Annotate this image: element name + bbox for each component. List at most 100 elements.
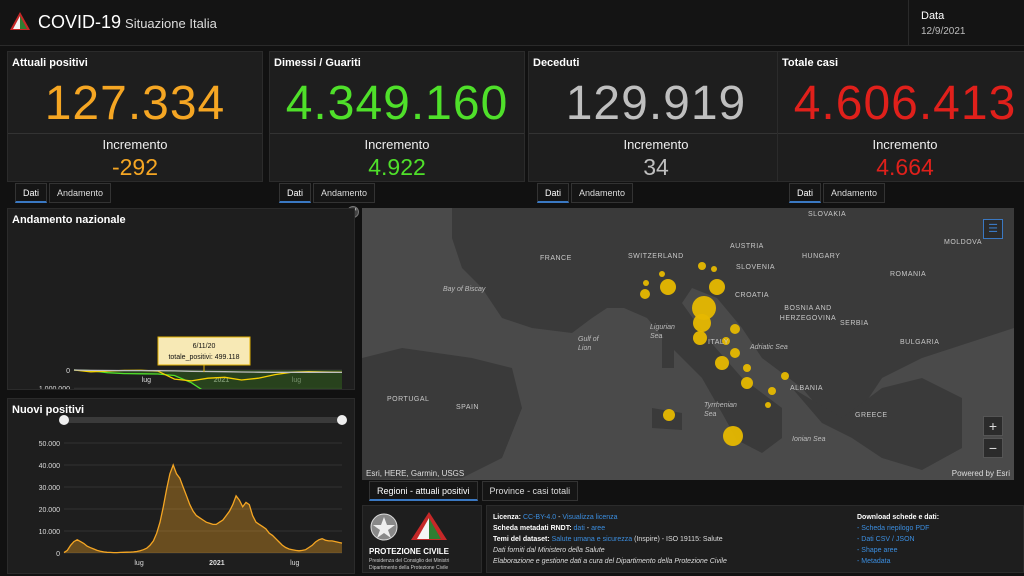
kpi-increment-value: -292 <box>111 154 159 180</box>
kpi-tabs: Dati Andamento <box>279 183 376 203</box>
licenza-link[interactable]: CC-BY-4.0 <box>522 514 557 521</box>
map-basemap <box>362 208 1014 480</box>
range-slider-handle <box>337 415 347 425</box>
tooltip-value: totale_positivi: 499.118 <box>168 354 239 361</box>
x-tick-label: lug <box>142 377 151 384</box>
powered-by-esri[interactable]: Powered by Esri <box>951 469 1010 478</box>
andamento-nazionale-panel: Andamento nazionale 01.000.0002.000.0003… <box>7 208 355 390</box>
kpi-title: Dimessi / Guariti <box>274 57 361 69</box>
map-country-label: AUSTRIA <box>730 243 764 250</box>
download-link[interactable]: - Scheda riepilogo PDF <box>857 525 930 532</box>
scheda-dati-link[interactable]: dati <box>573 525 585 532</box>
kpi-deceduti: Deceduti 129.919 Incremento 34 <box>528 51 784 182</box>
map-sea-label: Ligurian Sea <box>650 324 675 340</box>
kpi-divider <box>778 133 1024 134</box>
kpi-attuali-positivi: Attuali positivi 127.334 Incremento -292 <box>7 51 263 182</box>
map-country-label: ROMANIA <box>890 271 927 278</box>
tab-province[interactable]: Province - casi totali <box>481 481 579 501</box>
legend-list-icon[interactable]: ☰ <box>983 219 1003 239</box>
kpi-dimessi-guariti: Dimessi / Guariti 4.349.160 Incremento 4… <box>269 51 525 182</box>
map-tabs: Regioni - attuali positivi Province - ca… <box>369 481 579 501</box>
data-source-text: Dati forniti dal Ministero della Salute <box>493 547 605 554</box>
data-management-text: Elaborazione e gestione dati a cura del … <box>493 558 727 565</box>
download-link[interactable]: - Shape aree <box>857 547 898 554</box>
andamento-nazionale-chart[interactable]: 01.000.0002.000.0003.000.0004.000.0005.0… <box>8 209 354 389</box>
tab-regioni[interactable]: Regioni - attuali positivi <box>369 481 478 501</box>
map-country-label: SLOVAKIA <box>808 211 847 218</box>
map-country-label: BULGARIA <box>900 339 940 346</box>
map-attribution: Esri, HERE, Garmin, USGS <box>366 469 465 478</box>
protezione-civile-logo-icon <box>411 512 447 540</box>
kpi-value: 4.606.413 <box>793 77 1017 130</box>
map-country-label: SWITZERLAND <box>628 253 684 260</box>
range-slider-handle <box>59 415 69 425</box>
tab-dati[interactable]: Dati <box>279 183 312 203</box>
kpi-value: 129.919 <box>565 77 747 130</box>
visualizza-licenza-link[interactable]: Visualizza licenza <box>562 514 618 521</box>
date-box: Data 12/9/2021 <box>908 0 1024 46</box>
separator: - <box>586 525 590 532</box>
kpi-increment-label: Incremento <box>102 137 168 152</box>
chart-title: Nuovi positivi <box>12 404 85 416</box>
kpi-title: Totale casi <box>782 57 839 69</box>
map-sea-label: Ionian Sea <box>792 436 826 443</box>
map-country-label: ITALY <box>708 339 729 346</box>
logo-subtitle: Presidenza del Consiglio dei Ministri <box>369 558 450 564</box>
tab-dati[interactable]: Dati <box>15 183 48 203</box>
download-link[interactable]: - Metadata <box>857 558 891 565</box>
range-slider-track <box>64 417 342 423</box>
scheda-aree-link[interactable]: aree <box>591 525 606 532</box>
zoom-out-button[interactable]: − <box>983 438 1003 458</box>
map-sea-label: Gulf of Lion <box>578 336 599 352</box>
tab-dati[interactable]: Dati <box>789 183 822 203</box>
kpi-increment-value: 4.664 <box>876 154 934 180</box>
kpi-increment-value: 34 <box>643 154 669 180</box>
map-country-label: SPAIN <box>456 404 479 411</box>
map-country-label: GREECE <box>855 412 888 419</box>
logo-subtitle: Dipartimento della Protezione Civile <box>369 565 449 571</box>
map-country-label: FRANCE <box>540 255 572 262</box>
y-tick-label: 30.000 <box>39 485 61 492</box>
series-line <box>73 369 203 389</box>
tab-andamento[interactable]: Andamento <box>823 183 886 203</box>
y-tick-label: 0 <box>66 368 70 375</box>
map-country-label: HUNGARY <box>802 253 841 260</box>
map-country-label: CROATIA <box>735 292 770 299</box>
kpi-title: Deceduti <box>533 57 580 69</box>
map-country-label: BOSNIA AND HERZEGOVINA <box>779 305 837 322</box>
chart-tooltip <box>157 336 251 366</box>
kpi-divider <box>529 133 783 134</box>
kpi-increment-label: Incremento <box>623 137 689 152</box>
temi-link[interactable]: Salute umana e sicurezza <box>551 536 633 543</box>
map-country-label: MOLDOVA <box>944 239 982 246</box>
zoom-in-button[interactable]: + <box>983 416 1003 436</box>
kpi-tabs: Dati Andamento <box>15 183 112 203</box>
footer-info-panel: Licenza: CC-BY-4.0 - Visualizza licenza … <box>486 505 1024 573</box>
app-header: COVID-19 Situazione Italia Data 12/9/2021 <box>0 0 1024 46</box>
map-country-label: PORTUGAL <box>387 396 430 403</box>
date-value: 12/9/2021 <box>921 26 966 37</box>
tab-andamento[interactable]: Andamento <box>571 183 634 203</box>
tooltip-date: 6/11/20 <box>193 343 216 350</box>
download-link[interactable]: - Dati CSV / JSON <box>857 536 915 543</box>
y-tick-label: 50.000 <box>39 441 61 448</box>
chart-title: Andamento nazionale <box>12 214 126 226</box>
kpi-tabs: Dati Andamento <box>789 183 886 203</box>
tab-andamento[interactable]: Andamento <box>49 183 112 203</box>
scheda-label: Scheda metadati RNDT: <box>493 525 572 532</box>
map-country-label: SERBIA <box>840 320 869 327</box>
protezione-civile-logo-icon <box>10 12 30 30</box>
temi-rest: (Inspire) - ISO 19115: Salute <box>634 536 723 543</box>
date-label: Data <box>921 10 945 22</box>
x-tick-label: lug <box>134 560 143 567</box>
y-tick-label: 1.000.000 <box>39 386 70 389</box>
download-title: Download schede e dati: <box>857 514 940 521</box>
kpi-totale-casi: Totale casi 4.606.413 Incremento 4.664 <box>777 51 1024 182</box>
tab-andamento[interactable]: Andamento <box>313 183 376 203</box>
kpi-value: 4.349.160 <box>285 77 509 130</box>
nuovi-positivi-chart[interactable]: 0 10.000 20.000 30.000 40.000 50.000 lug 2021 lu… <box>8 399 354 573</box>
map-country-label: ALBANIA <box>790 385 824 392</box>
map-view[interactable]: FRANCE SWITZERLAND AUSTRIA SLOVENIA CROA… <box>362 208 1014 480</box>
nuovi-positivi-panel: Nuovi positivi 0 10.000 20.000 30.000 40.000… <box>7 398 355 574</box>
tab-dati[interactable]: Dati <box>537 183 570 203</box>
